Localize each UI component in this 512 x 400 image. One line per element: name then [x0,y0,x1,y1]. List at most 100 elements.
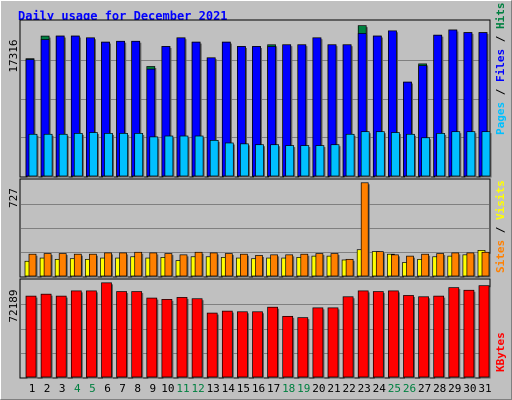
bar-sites-day-28 [436,253,445,277]
bar-pages-day-5 [89,132,98,177]
x-tick-label-day-12: 12 [191,382,204,395]
chart-bars [24,25,492,379]
bar-pages-day-15 [240,143,249,177]
bar-sites-day-27 [421,253,429,277]
y-axis-labels: 17316 727 72189 [7,39,20,322]
legend-pages-files-hits-part-2: Files [494,49,507,82]
bar-kbytes-day-11 [176,297,188,378]
bar-kbytes-day-25 [388,290,399,378]
y-max-label-hits_files_pages: 17316 [7,39,20,72]
x-tick-label-day-14: 14 [222,382,236,395]
x-tick-label-day-13: 13 [207,382,220,395]
bar-sites-day-7 [119,252,127,277]
legend-pages-files-hits-part-0: Pages [494,102,507,135]
bar-pages-day-11 [179,135,189,177]
legend-sites-visits-part-2: Visits [494,180,507,220]
legend-kbytes: KBytes [494,332,507,372]
bar-sites-day-19 [300,253,309,277]
bar-pages-day-26 [406,133,415,177]
bar-sites-day-31 [481,251,490,277]
legend-pages-files-hits-part-1: / [494,82,507,102]
bar-kbytes-day-23 [357,290,369,378]
bar-sites-day-9 [149,252,158,277]
bar-pages-day-29 [451,131,461,177]
bar-kbytes-day-31 [478,285,490,378]
bar-pages-day-20 [315,145,325,177]
bar-sites-day-29 [451,252,460,277]
bar-pages-day-18 [285,145,295,177]
bar-pages-day-9 [149,136,159,177]
x-tick-label-day-15: 15 [237,382,250,395]
x-tick-label-day-6: 6 [104,382,111,395]
bar-sites-day-24 [375,251,384,277]
bar-kbytes-day-17 [267,306,278,378]
x-tick-label-day-24: 24 [373,382,387,395]
bar-pages-day-28 [436,133,446,177]
bar-kbytes-day-12 [191,298,203,378]
legend-sites-visits-part-1: / [494,220,507,240]
legends: Pages / Files / Hits Sites / Visits KBytes [494,3,507,373]
bar-kbytes-day-24 [372,291,384,378]
bar-kbytes-day-7 [116,291,127,378]
bar-pages-day-30 [466,131,476,177]
x-tick-label-day-30: 30 [463,382,476,395]
x-tick-label-day-19: 19 [297,382,310,395]
bar-sites-day-3 [58,253,67,277]
x-tick-label-day-21: 21 [327,382,340,395]
bar-sites-day-4 [73,253,82,277]
y-max-label-sites_visits: 727 [7,188,20,208]
x-tick-label-day-10: 10 [161,382,174,395]
bar-sites-day-2 [43,253,52,277]
bar-sites-day-8 [134,251,143,277]
x-tick-label-day-27: 27 [418,382,431,395]
bar-kbytes-day-4 [70,290,82,378]
bar-pages-day-17 [270,144,279,177]
x-tick-label-day-2: 2 [44,382,51,395]
bar-sites-day-13 [209,252,218,277]
bar-pages-day-23 [360,131,370,177]
bar-pages-day-12 [194,135,204,177]
bar-sites-day-10 [164,253,173,277]
bar-pages-day-10 [164,135,174,177]
bar-sites-day-11 [179,254,188,277]
legend-pages-files-hits-part-4: Hits [494,3,507,30]
x-tick-label-day-22: 22 [342,382,355,395]
bar-sites-day-22 [345,258,354,277]
bar-sites-day-16 [255,255,263,277]
bar-kbytes-day-14 [221,310,233,378]
bar-pages-day-25 [391,132,400,177]
x-tick-label-day-1: 1 [29,382,36,395]
x-tick-label-day-18: 18 [282,382,295,395]
x-axis-labels: 1 2 3 4 5 6 7 8 9 10 11 12 13 14 15 16 17 18 19 20 21 22 23 24 2… [29,382,492,395]
bar-sites-day-15 [240,253,248,277]
bar-kbytes-day-21 [327,307,339,378]
y-max-label-kbytes: 72189 [7,289,20,322]
legend-pages-files-hits: Pages / Files / Hits [494,3,507,136]
bar-kbytes-day-29 [448,287,460,378]
bar-pages-day-22 [345,133,355,177]
bar-kbytes-day-6 [101,282,112,378]
bar-kbytes-day-10 [161,299,173,378]
bar-pages-day-31 [481,131,491,177]
bar-kbytes-day-9 [146,297,158,378]
legend-sites-visits: Sites / Visits [494,180,507,273]
bar-kbytes-day-22 [342,296,354,378]
bar-pages-day-1 [28,133,38,177]
bar-pages-day-6 [104,133,113,177]
bar-sites-day-23 [360,182,369,277]
x-tick-label-day-29: 29 [448,382,461,395]
x-tick-label-day-25: 25 [388,382,401,395]
bar-kbytes-day-1 [25,295,37,378]
x-tick-label-day-11: 11 [176,382,189,395]
bar-pages-day-13 [209,140,219,177]
bar-pages-day-7 [119,133,128,177]
legend-pages-files-hits-part-3: / [494,29,507,49]
bar-kbytes-day-19 [297,317,309,378]
bar-pages-day-3 [58,133,68,177]
legend-kbytes-part-0: KBytes [494,332,507,372]
x-tick-label-day-26: 26 [403,382,416,395]
bar-pages-day-24 [375,131,385,177]
x-tick-label-day-16: 16 [252,382,265,395]
bar-pages-day-16 [255,144,264,177]
